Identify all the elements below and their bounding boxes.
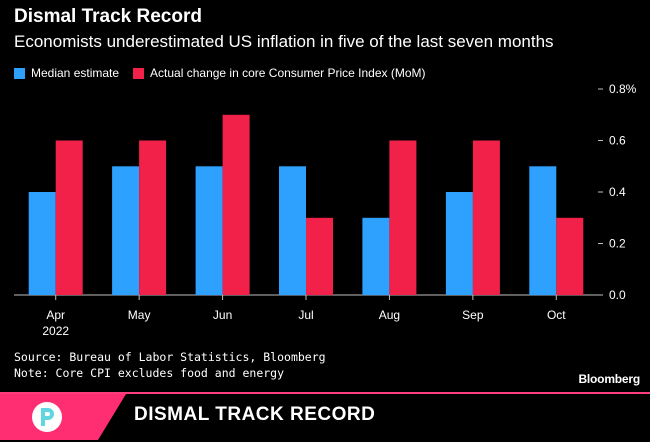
- p-glyph-icon: [41, 408, 54, 426]
- x-tick-sublabel-year: 2022: [42, 324, 69, 338]
- x-tick-label-may: May: [128, 308, 151, 322]
- bar-median-jul: [279, 166, 306, 296]
- legend-label-median: Median estimate: [31, 66, 120, 80]
- legend-swatch-actual: [133, 67, 145, 79]
- banner-title: DISMAL TRACK RECORD: [134, 404, 376, 425]
- source-note: Source: Bureau of Labor Statistics, Bloo…: [14, 350, 326, 364]
- y-tick-label-2: 0.4: [609, 185, 626, 199]
- bar-median-apr: [28, 192, 56, 295]
- banner-slash: [98, 394, 126, 440]
- bar-median-oct: [529, 166, 557, 296]
- y-tick-label-4: 0.8%: [609, 82, 637, 96]
- x-tick-label-apr: Apr: [46, 308, 65, 322]
- chart-title: Dismal Track Record: [14, 6, 202, 27]
- chart-legend: Median estimate Actual change in core Co…: [14, 66, 440, 80]
- bar-actual-sep: [472, 140, 500, 295]
- publisher-logo-icon: [32, 402, 62, 432]
- legend-swatch-median: [14, 67, 25, 79]
- legend-item-median: Median estimate: [14, 66, 119, 80]
- legend-item-actual: Actual change in core Consumer Price Ind…: [133, 66, 426, 80]
- bar-actual-jul: [306, 217, 333, 296]
- bar-median-may: [112, 166, 140, 296]
- y-tick-label-0: 0.0: [609, 288, 626, 302]
- bloomberg-logo: Bloomberg: [578, 372, 640, 386]
- y-tick-label-3: 0.6: [609, 134, 626, 148]
- bar-median-sep: [445, 192, 473, 295]
- bar-median-aug: [362, 217, 390, 296]
- bar-actual-aug: [389, 140, 417, 295]
- bar-actual-jun: [222, 114, 250, 295]
- footnote-note: Note: Core CPI excludes food and energy: [14, 366, 285, 380]
- bar-actual-apr: [55, 140, 83, 295]
- x-tick-label-jun: Jun: [213, 308, 232, 322]
- bar-chart: Apr 2022 May Jun Jul Aug Sep Oct 0.0 0.2 0.4 0.6 0.8…: [14, 82, 637, 338]
- x-tick-label-oct: Oct: [547, 308, 566, 322]
- x-tick-label-aug: Aug: [379, 308, 400, 322]
- x-tick-label-jul: Jul: [298, 308, 313, 322]
- legend-label-actual: Actual change in core Consumer Price Ind…: [150, 66, 426, 80]
- bar-actual-may: [139, 140, 167, 295]
- bar-actual-oct: [556, 217, 584, 296]
- y-tick-label-1: 0.2: [609, 237, 626, 251]
- x-tick-label-sep: Sep: [462, 308, 484, 322]
- chart-subtitle: Economists underestimated US inflation i…: [14, 32, 554, 51]
- bar-median-jun: [195, 166, 223, 296]
